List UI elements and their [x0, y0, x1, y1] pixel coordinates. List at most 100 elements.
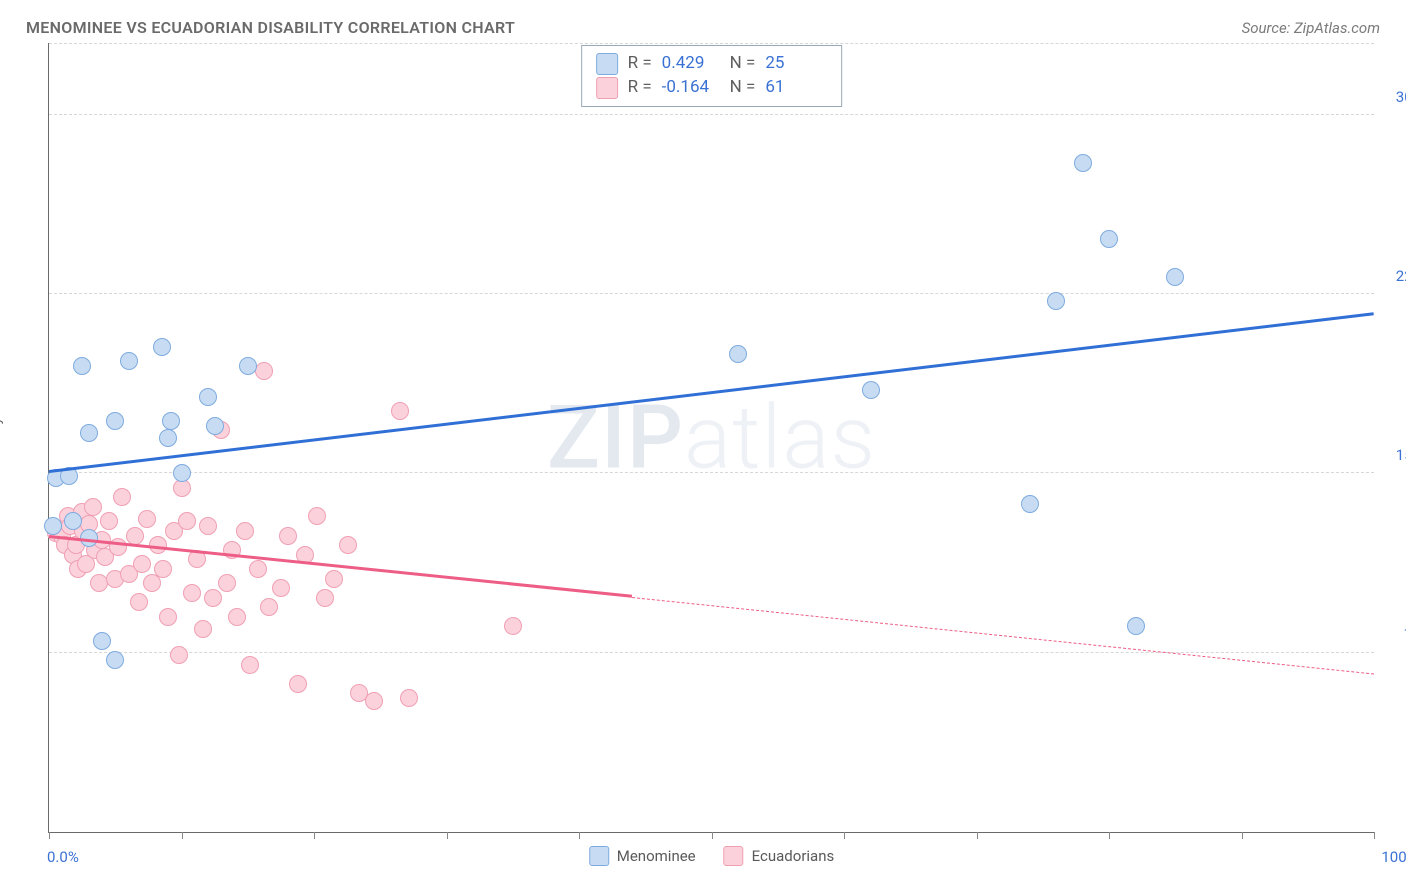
chart-title: MENOMINEE VS ECUADORIAN DISABILITY CORRE…: [26, 18, 515, 37]
point-ecuadorians: [249, 560, 267, 578]
point-menominee: [44, 517, 62, 535]
point-ecuadorians: [154, 560, 172, 578]
plot-area: ZIPatlas R = 0.429 N = 25 R = -0.164 N =…: [48, 43, 1374, 833]
point-ecuadorians: [316, 589, 334, 607]
point-ecuadorians: [272, 579, 290, 597]
chart-header: MENOMINEE VS ECUADORIAN DISABILITY CORRE…: [26, 18, 1380, 37]
point-ecuadorians: [391, 402, 409, 420]
point-menominee: [93, 632, 111, 650]
point-menominee: [1047, 292, 1065, 310]
legend-swatch-2: [724, 846, 744, 866]
point-menominee: [173, 464, 191, 482]
point-menominee: [162, 412, 180, 430]
point-ecuadorians: [279, 527, 297, 545]
stat-n-val-2: 61: [765, 76, 823, 100]
point-ecuadorians: [170, 646, 188, 664]
watermark-thin: atlas: [684, 386, 876, 489]
point-menominee: [106, 412, 124, 430]
point-ecuadorians: [204, 589, 222, 607]
point-ecuadorians: [289, 675, 307, 693]
point-ecuadorians: [260, 598, 278, 616]
x-tick: [182, 832, 183, 839]
point-ecuadorians: [113, 488, 131, 506]
swatch-series-1: [596, 53, 618, 75]
point-ecuadorians: [126, 527, 144, 545]
stat-r-label: R =: [628, 76, 652, 100]
point-ecuadorians: [138, 510, 156, 528]
gridline: [49, 43, 1374, 44]
y-axis-label: Disability: [0, 418, 4, 475]
x-tick: [49, 832, 50, 839]
stat-r-val-2: -0.164: [662, 76, 720, 100]
stat-r-val-1: 0.429: [662, 52, 720, 76]
point-menominee: [80, 424, 98, 442]
x-max-label: 100.0%: [1381, 848, 1406, 866]
legend-item-1: Menominee: [589, 846, 696, 866]
legend-item-2: Ecuadorians: [724, 846, 835, 866]
point-menominee: [106, 651, 124, 669]
x-tick: [844, 832, 845, 839]
point-ecuadorians: [159, 608, 177, 626]
point-menominee: [1127, 617, 1145, 635]
y-tick-label: 7.5%: [1380, 626, 1406, 644]
y-tick-label: 22.5%: [1380, 267, 1406, 285]
point-menominee: [120, 352, 138, 370]
point-menominee: [199, 388, 217, 406]
point-menominee: [1021, 495, 1039, 513]
stat-n-val-1: 25: [765, 52, 823, 76]
chart-container: MENOMINEE VS ECUADORIAN DISABILITY CORRE…: [0, 0, 1406, 892]
x-tick: [1109, 832, 1110, 839]
trend-line: [632, 597, 1374, 675]
point-ecuadorians: [255, 362, 273, 380]
point-ecuadorians: [308, 507, 326, 525]
point-ecuadorians: [100, 512, 118, 530]
y-tick-label: 30.0%: [1380, 88, 1406, 106]
chart-source: Source: ZipAtlas.com: [1242, 19, 1380, 37]
x-tick: [1242, 832, 1243, 839]
stat-r-label: R =: [628, 52, 652, 76]
x-tick: [712, 832, 713, 839]
gridline: [49, 114, 1374, 115]
point-menominee: [159, 429, 177, 447]
point-ecuadorians: [130, 593, 148, 611]
x-min-label: 0.0%: [47, 848, 79, 866]
point-ecuadorians: [400, 689, 418, 707]
x-tick: [314, 832, 315, 839]
legend-swatch-1: [589, 846, 609, 866]
point-ecuadorians: [504, 617, 522, 635]
point-menominee: [73, 357, 91, 375]
point-menominee: [729, 345, 747, 363]
point-menominee: [64, 512, 82, 530]
x-tick: [447, 832, 448, 839]
point-ecuadorians: [133, 555, 151, 573]
point-ecuadorians: [84, 498, 102, 516]
stat-n-label: N =: [730, 76, 756, 100]
point-menominee: [1074, 154, 1092, 172]
x-tick: [1374, 832, 1375, 839]
stats-box: R = 0.429 N = 25 R = -0.164 N = 61: [581, 45, 843, 107]
stats-row-2: R = -0.164 N = 61: [596, 76, 824, 100]
point-menominee: [206, 417, 224, 435]
point-ecuadorians: [365, 692, 383, 710]
watermark: ZIPatlas: [547, 386, 876, 489]
point-menominee: [862, 381, 880, 399]
point-ecuadorians: [228, 608, 246, 626]
legend: Menominee Ecuadorians: [589, 846, 835, 866]
point-menominee: [1100, 230, 1118, 248]
trend-line: [49, 313, 1374, 474]
point-ecuadorians: [236, 522, 254, 540]
x-tick: [579, 832, 580, 839]
point-ecuadorians: [339, 536, 357, 554]
gridline: [49, 293, 1374, 294]
stats-row-1: R = 0.429 N = 25: [596, 52, 824, 76]
y-tick-label: 15.0%: [1380, 446, 1406, 464]
point-menominee: [1166, 268, 1184, 286]
point-ecuadorians: [194, 620, 212, 638]
legend-label-1: Menominee: [617, 847, 696, 865]
point-ecuadorians: [241, 656, 259, 674]
point-ecuadorians: [178, 512, 196, 530]
legend-label-2: Ecuadorians: [752, 847, 835, 865]
x-tick: [977, 832, 978, 839]
point-ecuadorians: [218, 574, 236, 592]
swatch-series-2: [596, 77, 618, 99]
